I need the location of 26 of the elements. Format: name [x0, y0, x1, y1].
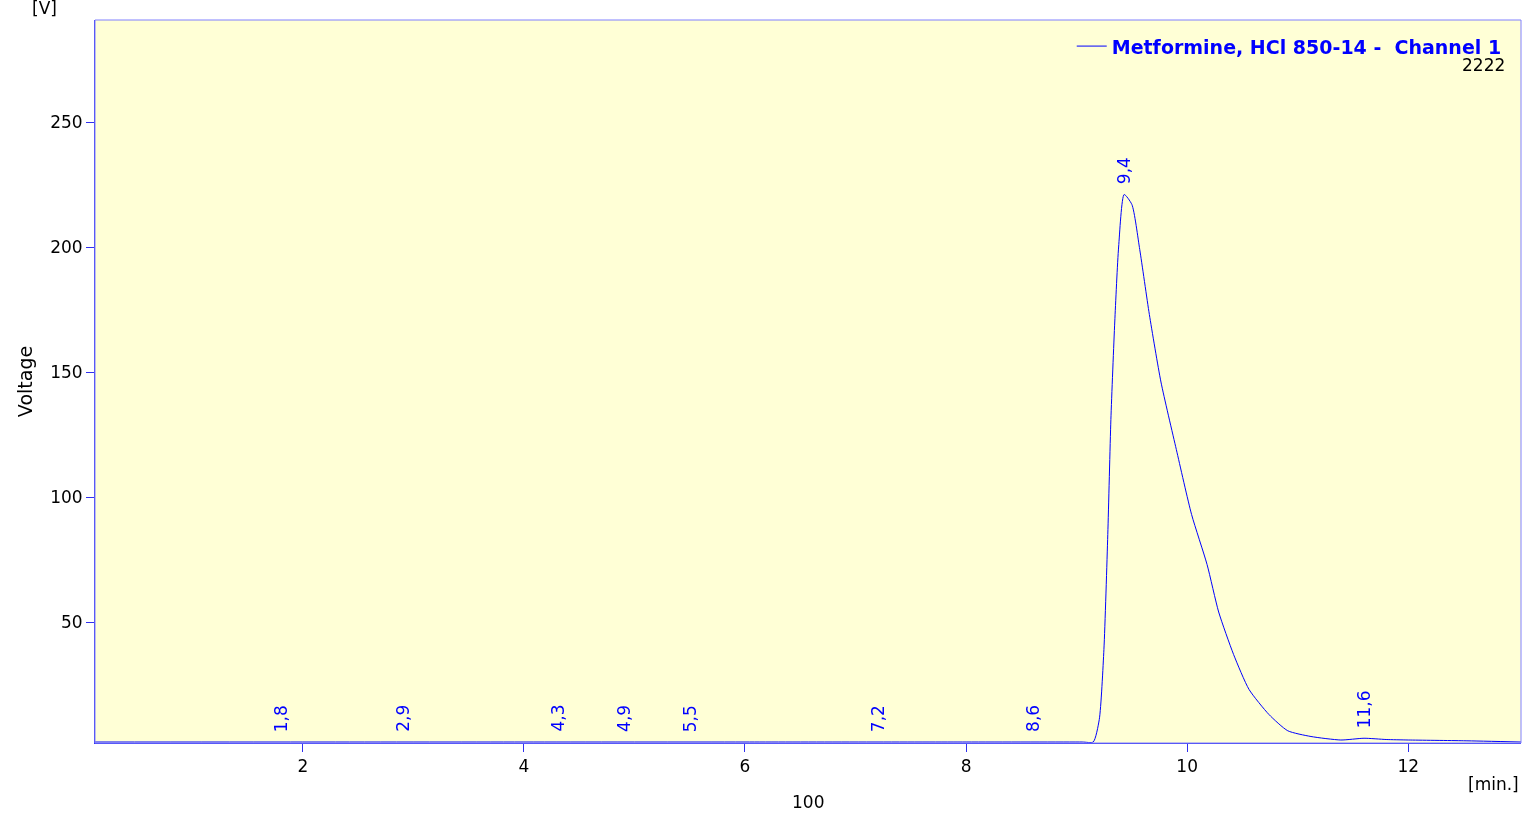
x-tick-label: 10: [1176, 756, 1198, 777]
y-tick-label: 100: [50, 486, 83, 507]
y-tick-label: 150: [50, 361, 83, 382]
legend-label: Metformine, HCl 850-14 - Channel 1: [1111, 35, 1502, 58]
annotation: 9,4: [1114, 157, 1135, 185]
x-tick-label: 6: [739, 756, 751, 777]
x-tick-label: 12: [1397, 756, 1420, 777]
annotation: 2,9: [392, 704, 413, 732]
annotation: 8,6: [1022, 704, 1043, 732]
y-axis-title: Voltage: [14, 345, 36, 418]
x-tick-label: 2: [297, 756, 309, 777]
annotation: 11,6: [1353, 690, 1374, 729]
x-axis-title: [min.]: [1468, 774, 1519, 794]
annotation: 1,8: [271, 705, 292, 733]
text: 100: [792, 792, 825, 812]
y-tick-label: 250: [50, 111, 83, 132]
annotation: 2222: [1462, 55, 1506, 75]
y-tick-label: 50: [60, 611, 83, 632]
annotation: 7,2: [868, 705, 889, 733]
annotation: 4,3: [547, 704, 568, 732]
x-tick-label: 8: [960, 756, 972, 777]
annotation: 4,9: [613, 704, 634, 732]
annotation: 5,5: [680, 705, 701, 733]
x-tick-label: 4: [518, 756, 530, 777]
text: [V]: [32, 0, 57, 18]
y-tick-label: 200: [50, 236, 83, 257]
